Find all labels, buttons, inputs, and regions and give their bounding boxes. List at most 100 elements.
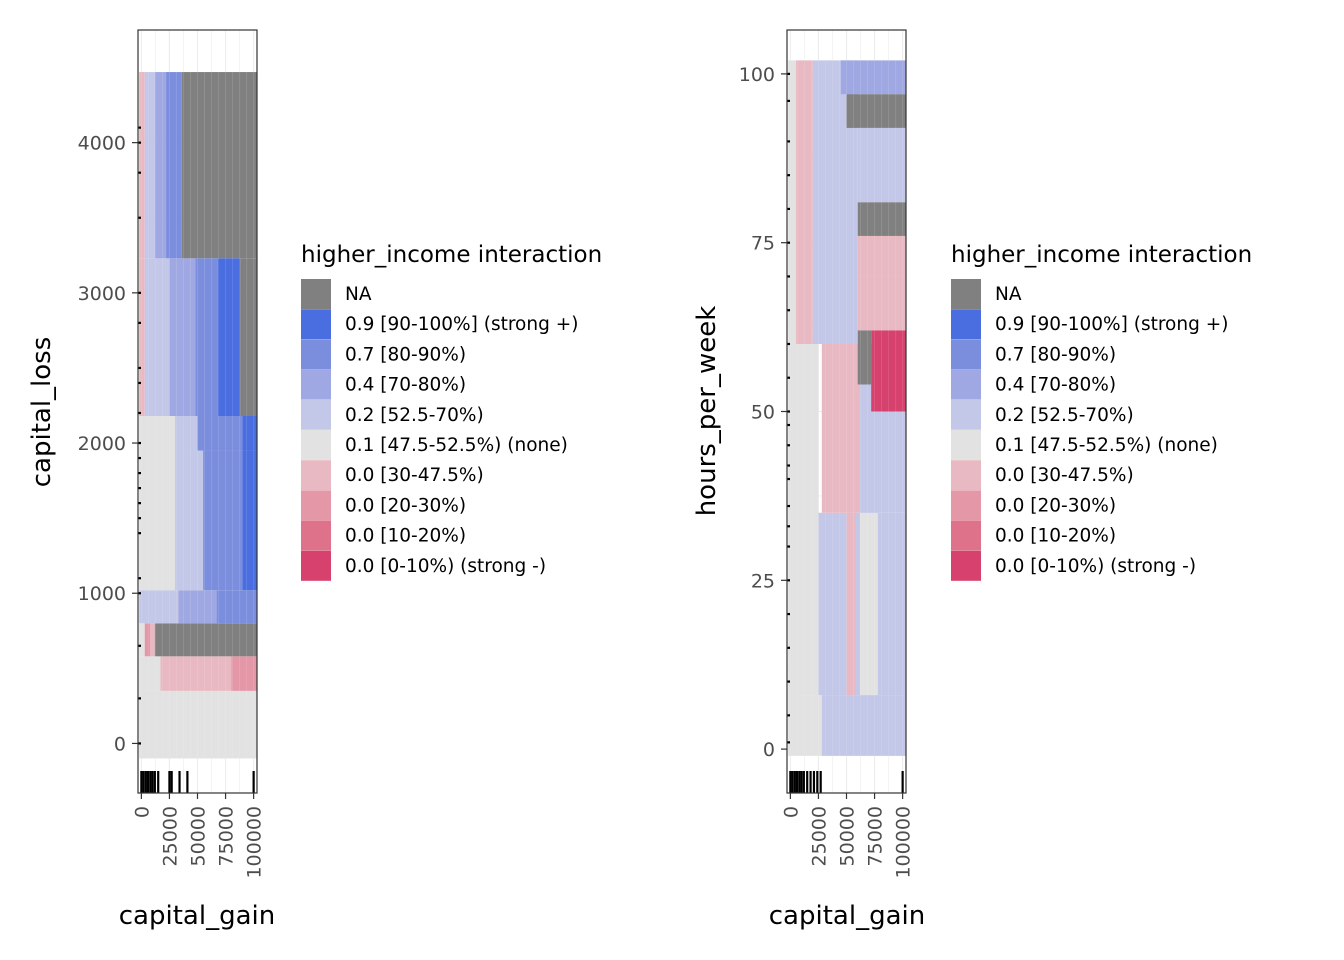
legend-swatch-r10 [951, 520, 981, 551]
x-tick-label: 0 [780, 806, 802, 818]
heatmap-cell-b07 [203, 450, 243, 591]
y-axis-title-hours-per-week: hours_per_week [692, 306, 722, 517]
legend-item: 0.9 [90-100%] (strong +) [951, 309, 1228, 340]
rug [787, 72, 904, 793]
legend-label: 0.9 [90-100%] (strong +) [345, 314, 578, 335]
legend-label: 0.7 [80-90%) [995, 344, 1116, 365]
heatmap-cell-b07 [216, 590, 257, 624]
heatmap-cell-b02 [139, 590, 179, 624]
legend-title: higher_income interaction [951, 242, 1252, 268]
x-axis-title-hours-plot: capital_gain [769, 901, 925, 931]
legend-swatch-none [301, 430, 331, 460]
legend-item: 0.0 [30-47.5%) [951, 460, 1134, 491]
legend-item: 0.0 [10-20%) [951, 520, 1116, 551]
legend-swatch-b09 [301, 309, 331, 340]
legend-swatch-NA [301, 279, 331, 309]
x-tick-label: 100000 [893, 806, 915, 879]
legend-item: 0.0 [10-20%) [301, 520, 466, 551]
heatmap-cell-r20 [144, 623, 151, 657]
x-axis: 0 25000 50000 75000 100000 [780, 793, 915, 879]
y-tick-label: 0 [763, 739, 775, 761]
legend-swatch-r20 [951, 490, 981, 521]
legend-swatch-b02 [951, 399, 981, 430]
heatmap-cell-NA [846, 94, 906, 128]
x-axis-title-capital-loss-plot: capital_gain [119, 901, 275, 931]
heatmap-cell-b02 [144, 72, 155, 259]
legend-item: 0.0 [20-30%) [951, 490, 1116, 521]
heatmap-cell-none [139, 656, 161, 691]
heatmap-cell-NA [154, 623, 257, 657]
heatmap-cell-none [139, 450, 176, 591]
heatmap-cell-r30 [150, 623, 155, 657]
y-tick-label: 1000 [78, 583, 126, 605]
legend-label: 0.0 [20-30%) [345, 495, 466, 516]
legend-label: 0.4 [70-80%) [995, 375, 1116, 396]
legend-item: 0.2 [52.5-70%) [301, 399, 484, 430]
legend-label: 0.9 [90-100%] (strong +) [995, 314, 1228, 335]
rug [138, 126, 255, 793]
x-tick-label: 75000 [216, 806, 238, 866]
heatmap-cell-r30 [833, 343, 860, 513]
heatmap-cell-b04 [169, 258, 196, 417]
y-tick-label: 3000 [78, 283, 126, 305]
legend-swatch-NA [951, 279, 981, 309]
legend-label: 0.4 [70-80%) [345, 375, 466, 396]
legend-item: 0.0 [30-47.5%) [301, 460, 484, 491]
heatmap-cell-r00 [871, 330, 906, 412]
legend-label: 0.0 [20-30%) [995, 495, 1116, 516]
legend-item: 0.9 [90-100%] (strong +) [301, 309, 578, 340]
legend-item: 0.7 [80-90%) [951, 339, 1116, 370]
legend-label: 0.2 [52.5-70%) [995, 405, 1134, 426]
heatmap-cell-r20 [231, 656, 257, 691]
legend-swatch-b09 [951, 309, 981, 340]
legend-label: 0.7 [80-90%) [345, 344, 466, 365]
legend-item: NA [951, 279, 1022, 309]
heatmap-cell-NA [857, 330, 872, 385]
legend-label: 0.0 [0-10%) (strong -) [345, 556, 546, 577]
legend-label: NA [345, 284, 372, 305]
legend-item: 0.7 [80-90%) [301, 339, 466, 370]
heatmap-cell-none [795, 343, 819, 696]
heatmap-cell-r30 [160, 656, 232, 691]
y-tick-label: 4000 [78, 133, 126, 155]
legend-label: 0.0 [10-20%) [995, 526, 1116, 547]
x-tick-label: 75000 [865, 806, 887, 866]
legend-item: 0.1 [47.5-52.5%) (none) [301, 430, 568, 460]
legend-label: 0.0 [30-47.5%) [995, 465, 1134, 486]
heatmap-cell-b07 [195, 258, 218, 417]
x-tick-label: 50000 [188, 806, 210, 866]
heatmap-cell-NA [857, 202, 906, 236]
legend-swatch-r00 [951, 550, 981, 581]
heatmap-cell-b02 [144, 258, 170, 417]
y-axis: 0 1000 2000 3000 4000 [78, 133, 138, 755]
legend-swatch-b02 [301, 399, 331, 430]
legend-item: NA [301, 279, 372, 309]
legend-item: 0.0 [0-10%) (strong -) [951, 550, 1196, 581]
y-axis-title-capital-loss: capital_loss [27, 337, 57, 488]
heatmap-cells [788, 30, 906, 793]
legend-swatch-r30 [951, 460, 981, 491]
heatmap-cell-NA [181, 72, 257, 259]
heatmap-cell-b09 [217, 258, 241, 417]
legend-swatch-b04 [951, 369, 981, 400]
heatmap-cell-none [139, 623, 145, 657]
x-axis: 0 25000 50000 75000 100000 [131, 793, 266, 879]
legend-label: NA [995, 284, 1022, 305]
heatmap-cell-none [788, 60, 796, 756]
legend-swatch-b04 [301, 369, 331, 400]
heatmap-cell-r30 [139, 258, 145, 417]
heatmap-cell-b09 [242, 450, 257, 591]
y-tick-label: 0 [114, 733, 126, 755]
y-tick-label: 50 [751, 402, 775, 424]
heatmap-cell-b02 [175, 450, 204, 591]
legend-swatch-r20 [301, 490, 331, 521]
heatmap-cell-b04 [840, 60, 906, 95]
heatmap-cell-b07 [197, 416, 243, 451]
legend-item: 0.1 [47.5-52.5%) (none) [951, 430, 1218, 460]
y-axis: 0 25 50 75 100 [739, 64, 787, 761]
heatmap-cells [139, 30, 257, 793]
legend-item: 0.2 [52.5-70%) [951, 399, 1134, 430]
legend-label: 0.0 [0-10%) (strong -) [995, 556, 1196, 577]
legend-hours-plot: higher_income interaction NA 0.9 [90-100%… [951, 242, 1252, 581]
